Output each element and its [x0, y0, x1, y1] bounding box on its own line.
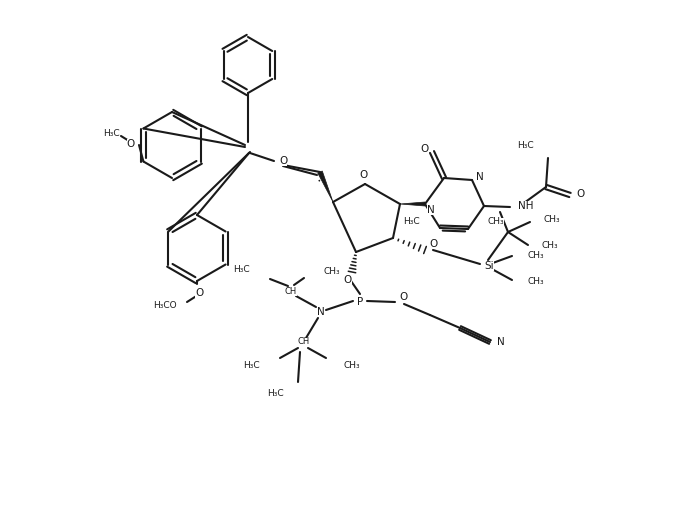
- Text: H₃C: H₃C: [404, 217, 420, 227]
- Text: O: O: [344, 275, 352, 285]
- Polygon shape: [319, 180, 320, 181]
- Text: O: O: [429, 239, 437, 249]
- Text: CH₃: CH₃: [528, 252, 545, 261]
- Text: H₃C: H₃C: [244, 361, 260, 370]
- Text: O: O: [421, 144, 429, 154]
- Text: CH₃: CH₃: [324, 267, 340, 277]
- Text: CH₃: CH₃: [542, 240, 559, 250]
- Text: O: O: [127, 139, 135, 149]
- Text: N: N: [497, 337, 505, 347]
- Text: Si: Si: [484, 261, 493, 271]
- Text: P: P: [357, 297, 363, 307]
- Text: O: O: [399, 292, 407, 302]
- Text: O: O: [279, 156, 287, 166]
- Text: CH₃: CH₃: [344, 360, 361, 370]
- Text: N: N: [317, 307, 325, 317]
- Text: H₃CO: H₃CO: [153, 302, 177, 310]
- Text: CH₃: CH₃: [528, 278, 545, 287]
- Text: O: O: [359, 170, 367, 180]
- Text: H₃C: H₃C: [233, 265, 250, 274]
- Text: N: N: [427, 205, 435, 215]
- Text: CH₃: CH₃: [544, 215, 560, 225]
- Text: N: N: [476, 172, 484, 182]
- Polygon shape: [317, 171, 333, 202]
- Text: CH: CH: [298, 337, 310, 346]
- Text: H₃C: H₃C: [267, 389, 284, 398]
- Polygon shape: [400, 202, 425, 206]
- Text: O: O: [195, 288, 203, 298]
- Text: NH: NH: [518, 201, 534, 211]
- Text: CH₃: CH₃: [488, 217, 505, 227]
- Text: H₃C: H₃C: [517, 141, 534, 150]
- Text: O: O: [576, 189, 584, 199]
- Text: CH: CH: [285, 287, 297, 295]
- Text: H₃C: H₃C: [103, 128, 119, 137]
